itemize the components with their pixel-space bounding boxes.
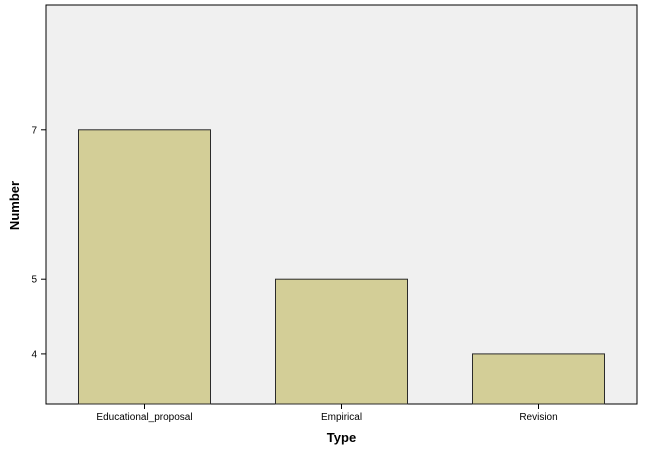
bar-empirical [275, 278, 408, 405]
y-tick-label: 5 [31, 275, 37, 286]
y-axis: 4 5 7 [31, 125, 46, 360]
x-tick-label: Empirical [321, 412, 362, 423]
bar-revision [472, 353, 605, 405]
y-tick-label: 7 [31, 125, 37, 136]
bar-educational-proposal [78, 129, 211, 405]
y-tick-label: 4 [31, 349, 37, 360]
x-axis-title: Type [327, 430, 356, 445]
x-axis: Educational_proposal Empirical Revision [96, 404, 558, 423]
y-axis-title: Number [7, 181, 22, 230]
x-tick-label: Educational_proposal [96, 412, 192, 423]
bars-group [78, 129, 605, 405]
x-tick-label: Revision [519, 412, 557, 423]
